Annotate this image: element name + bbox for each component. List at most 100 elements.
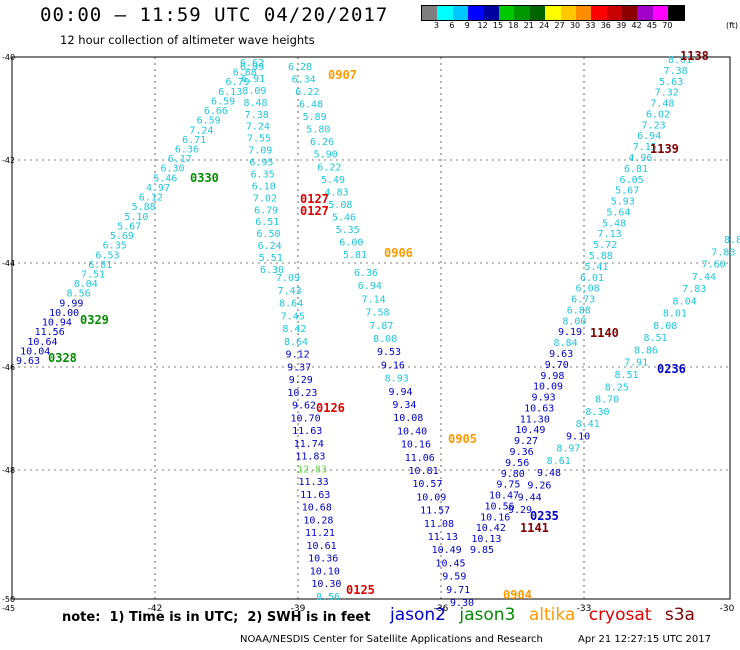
wave-height-value: 5.48 [602, 218, 626, 229]
wave-height-value: 11.83 [295, 452, 325, 463]
wave-height-value: 7.44 [692, 272, 716, 283]
wave-height-value: 11.06 [405, 453, 435, 464]
track-cryosat: 6.286.346.226.485.895.806.265.906.225.49… [288, 62, 375, 597]
wave-height-value: 7.09 [276, 273, 300, 284]
wave-height-value: 9.10 [566, 431, 590, 442]
wave-height-value: 9.37 [287, 362, 311, 373]
wave-height-value: 8.04 [74, 279, 98, 290]
wave-height-value: 6.79 [226, 77, 250, 88]
wave-height-value: 7.83 [682, 284, 706, 295]
credit-line: NOAA/NESDIS Center for Satellite Applica… [240, 634, 543, 645]
wave-height-value: 6.59 [197, 116, 221, 127]
wave-height-value: 6.13 [218, 87, 242, 98]
wave-height-value: 6.17 [168, 154, 192, 165]
wave-height-value: 11.56 [35, 327, 65, 338]
wave-height-value: 10.63 [524, 403, 554, 414]
color-scale-label: 33 [585, 21, 596, 30]
wave-height-value: 10.56 [485, 501, 515, 512]
wave-height-value: 5.93 [611, 197, 635, 208]
wave-height-value: 5.08 [328, 200, 352, 211]
wave-height-value: 8.00 [562, 316, 586, 327]
color-swatch [668, 6, 684, 20]
wave-height-value: 8.61 [547, 456, 571, 467]
wave-height-value: 10.00 [49, 308, 79, 319]
wave-height-value: 9.71 [446, 585, 470, 596]
wave-height-value: 7.51 [81, 269, 105, 280]
color-swatch [652, 6, 669, 20]
pass-time-label: 0328 [48, 351, 77, 365]
wave-height-value: 7.48 [650, 99, 674, 110]
wave-height-value: 9.29 [289, 375, 313, 386]
wave-height-value: 6.02 [646, 109, 670, 120]
wave-height-value: 12.83 [297, 464, 327, 475]
color-scale-label: 9 [464, 21, 470, 30]
color-scale-label: 27 [554, 21, 565, 30]
wave-height-value: 6.12 [139, 193, 163, 204]
wave-height-value: 4.83 [325, 187, 349, 198]
track-s3a: 8.017.385.637.327.486.027.236.947.154.96… [470, 49, 709, 556]
color-scale-label: 70 [662, 21, 673, 30]
wave-height-value: 10.16 [401, 440, 431, 451]
wave-height-value: 7.09 [248, 146, 272, 157]
x-tick-label: -39 [291, 604, 306, 614]
wave-height-value: 7.58 [365, 308, 389, 319]
color-swatch [622, 6, 638, 20]
wave-height-value: 8.48 [243, 98, 267, 109]
color-swatch [498, 6, 515, 20]
pass-time-label: 0127 [300, 192, 329, 206]
color-scale-labels: 3 6 9 12 15 18 21 24 27 30 33 36 39 42 45 70 (ft) [421, 21, 740, 33]
y-tick-label: -50 [2, 595, 15, 604]
wave-height-value: 11.21 [305, 528, 335, 539]
pass-time-label: 0330 [190, 171, 219, 185]
wave-height-value: 6.95 [249, 158, 273, 169]
color-swatch [452, 6, 469, 20]
legend-jason2: jason2 [390, 605, 446, 625]
wave-height-value: 9.98 [540, 371, 564, 382]
wave-height-value: 9.27 [514, 436, 538, 447]
wave-height-value: 11.08 [424, 519, 454, 530]
wave-height-value: 7.38 [245, 110, 269, 121]
wave-height-value: 8.01 [668, 55, 692, 66]
wave-height-value: 11.74 [294, 439, 324, 450]
y-tick-label: -46 [2, 363, 15, 372]
wave-height-value: 5.89 [303, 112, 327, 123]
wave-height-value: 8.09 [242, 86, 266, 97]
wave-height-value: 9.62 [292, 401, 316, 412]
wave-height-value: 8.01 [663, 309, 687, 320]
color-scale-label: 15 [492, 21, 504, 30]
wave-height-value: 5.72 [593, 240, 617, 251]
wave-height-value: 9.53 [377, 347, 401, 358]
wave-height-value: 6.50 [256, 229, 280, 240]
lat-lon-grid [12, 57, 730, 599]
corner-tick-label: -45 [2, 604, 15, 613]
wave-height-value: 6.66 [204, 106, 228, 117]
wave-height-value: 6.01 [580, 273, 604, 284]
wave-height-value: 7.13 [598, 229, 622, 240]
wave-height-value: 6.79 [254, 205, 278, 216]
wave-height-value: 10.08 [393, 413, 423, 424]
wave-height-value: 10.23 [287, 388, 317, 399]
wave-height-value: 6.28 [288, 62, 312, 73]
track-jason3: 6.626.886.796.136.596.666.597.246.716.36… [16, 58, 264, 367]
wave-height-value: 6.34 [292, 75, 316, 86]
wave-height-value: 8.04 [673, 296, 697, 307]
wave-height-value: 8.56 [316, 592, 340, 603]
wave-height-value: 10.45 [435, 558, 465, 569]
wave-height-value: 8.08 [653, 321, 677, 332]
x-tick-label: -42 [148, 604, 163, 614]
wave-height-value: 6.99 [240, 62, 264, 73]
wave-height-value: 7.14 [362, 294, 386, 305]
color-scale-label: 3 [433, 21, 439, 30]
wave-height-value: 9.63 [16, 356, 40, 367]
wave-height-value: 6.30 [260, 265, 284, 276]
wave-height-value: 9.93 [532, 393, 556, 404]
wave-height-value: 10.10 [310, 566, 340, 577]
color-scale-label: 6 [449, 21, 455, 30]
wave-height-value: 9.26 [527, 480, 551, 491]
wave-height-value: 9.99 [59, 298, 83, 309]
wave-height-value: 9.80 [501, 469, 525, 480]
pass-time-label: 1139 [650, 142, 679, 156]
wave-height-value: 9.30 [450, 598, 474, 609]
page-title: 00:00 — 11:59 UTC 04/20/2017 [40, 4, 389, 26]
wave-height-value: 9.75 [496, 480, 520, 491]
